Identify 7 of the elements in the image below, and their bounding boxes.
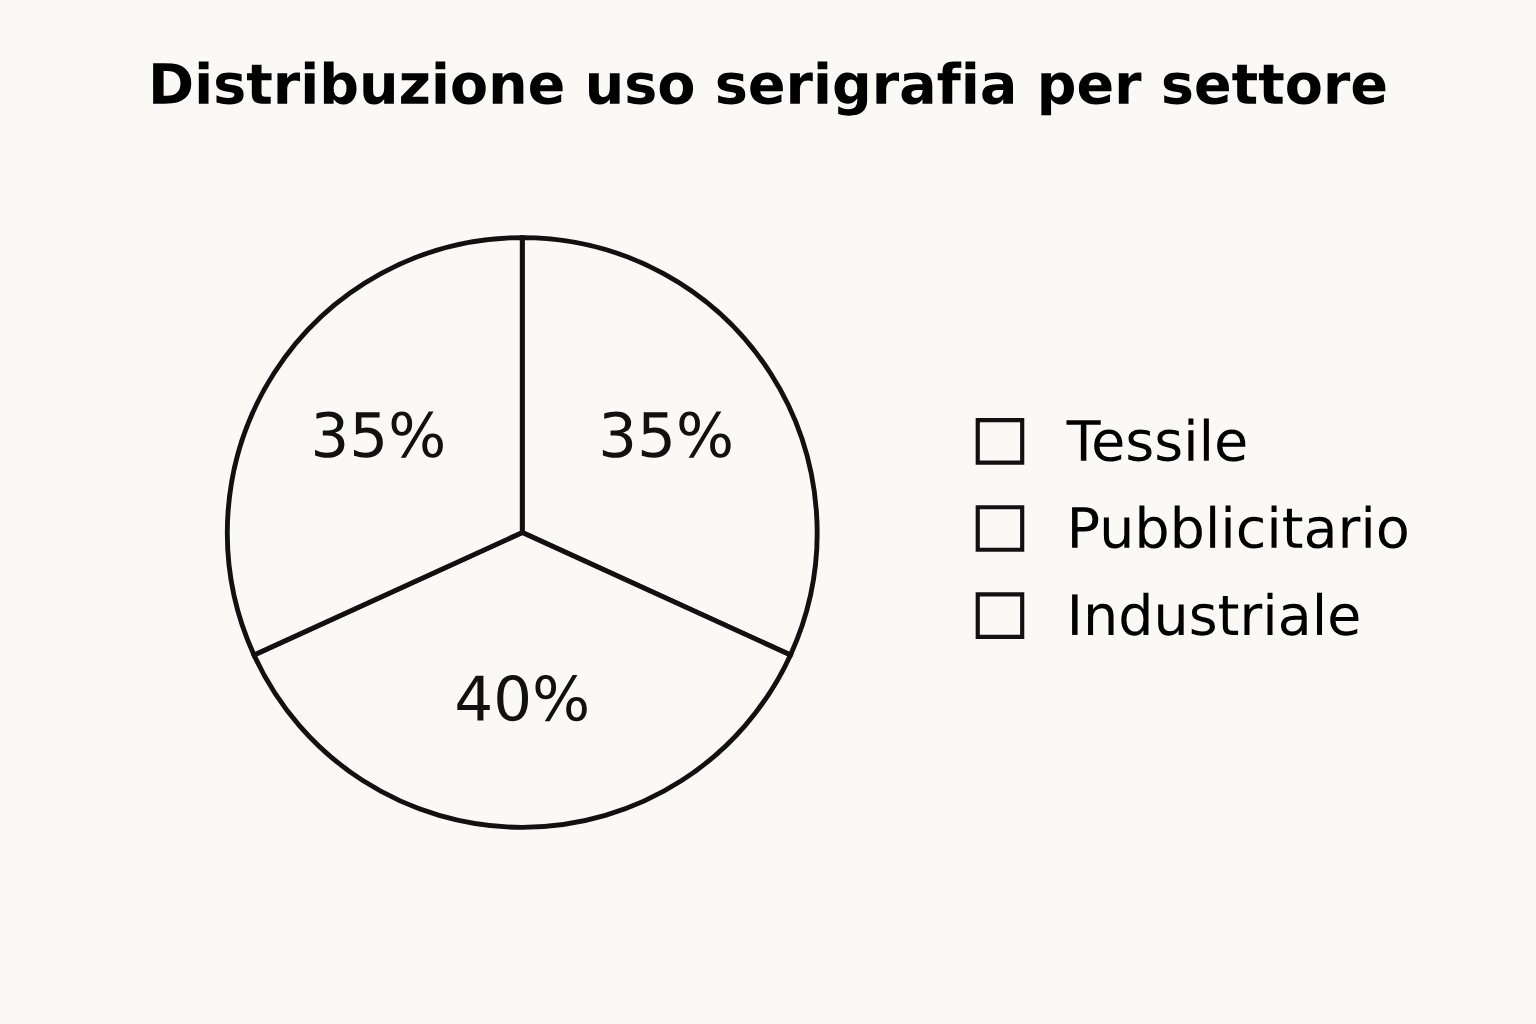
legend-label: Pubblicitario [1072,505,1407,549]
legend-label: Industriale [1072,592,1359,636]
data-label: 40% [457,675,587,722]
legend-label: Tessile [1066,418,1246,462]
chart-title: Distribuzione uso serigrafia per settore [153,61,1386,116]
data-label: 35% [602,411,731,458]
data-label: 35% [315,411,443,458]
